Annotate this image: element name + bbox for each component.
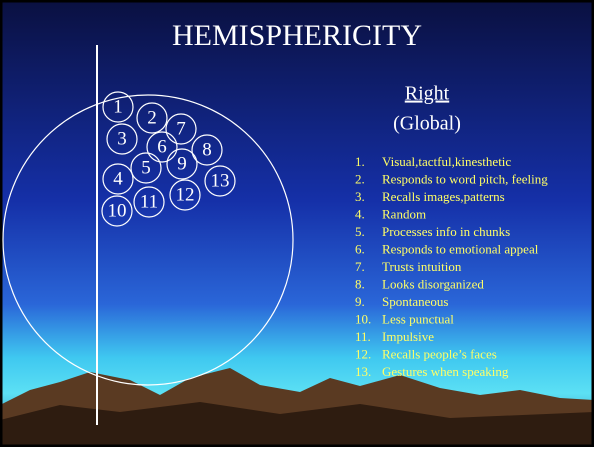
circle-number: 10 — [108, 200, 127, 221]
number-circle — [102, 91, 134, 123]
number-circle — [102, 163, 134, 195]
item-list: 1. Visual,tactful,kinesthetic 2. Responds t… — [355, 154, 548, 379]
circle-number: 6 — [157, 136, 167, 157]
circle-number: 7 — [176, 118, 186, 139]
item-number: 13. — [355, 364, 371, 379]
item-number: 5. — [355, 224, 365, 239]
item-number: 8. — [355, 276, 365, 291]
number-circle — [191, 134, 223, 166]
hemisphere-circle — [2, 94, 294, 386]
circle-number: 12 — [176, 184, 195, 205]
number-circle — [146, 131, 178, 163]
circle-number: 4 — [113, 168, 123, 189]
item-text: Responds to word pitch, feeling — [382, 171, 548, 186]
item-text: Trusts intuition — [382, 259, 462, 274]
item-text: Less punctual — [382, 311, 454, 326]
circle-number: 2 — [147, 107, 157, 128]
subheading: (Global) — [393, 113, 461, 135]
circle-number: 9 — [177, 153, 187, 174]
item-number: 10. — [355, 311, 371, 326]
circle-number: 13 — [211, 170, 230, 191]
item-number: 11. — [355, 329, 371, 344]
heading: Right — [405, 83, 450, 105]
item-text: Gestures when speaking — [382, 364, 509, 379]
slide-title: HEMISPHERICITY — [172, 19, 422, 52]
item-text: Processes info in chunks — [382, 224, 510, 239]
item-text: Recalls people’s faces — [382, 346, 497, 361]
item-number: 1. — [355, 154, 365, 169]
item-number: 12. — [355, 346, 371, 361]
circle-number: 3 — [117, 128, 127, 149]
item-text: Random — [382, 206, 426, 221]
item-number: 3. — [355, 189, 365, 204]
number-circle — [130, 152, 162, 184]
item-text: Looks disorganized — [382, 276, 484, 291]
number-circle — [136, 102, 168, 134]
item-number: 7. — [355, 259, 365, 274]
item-text: Spontaneous — [382, 294, 448, 309]
number-circle — [133, 186, 165, 218]
mountains-shadow — [0, 402, 594, 447]
item-text: Responds to emotional appeal — [382, 241, 539, 256]
circle-number: 11 — [140, 191, 158, 212]
circle-number: 8 — [202, 139, 212, 160]
item-text: Impulsive — [382, 329, 434, 344]
item-text: Visual,tactful,kinesthetic — [382, 154, 511, 169]
item-number: 9. — [355, 294, 365, 309]
number-circle — [101, 195, 133, 227]
item-number: 2. — [355, 171, 365, 186]
number-circle — [169, 179, 201, 211]
number-circle — [106, 123, 138, 155]
item-text: Recalls images,patterns — [382, 189, 505, 204]
number-circle — [204, 165, 236, 197]
number-circle — [165, 113, 197, 145]
number-circle — [166, 148, 198, 180]
circle-number: 1 — [113, 96, 123, 117]
item-number: 4. — [355, 206, 365, 221]
item-number: 6. — [355, 241, 365, 256]
circle-number: 5 — [141, 157, 151, 178]
